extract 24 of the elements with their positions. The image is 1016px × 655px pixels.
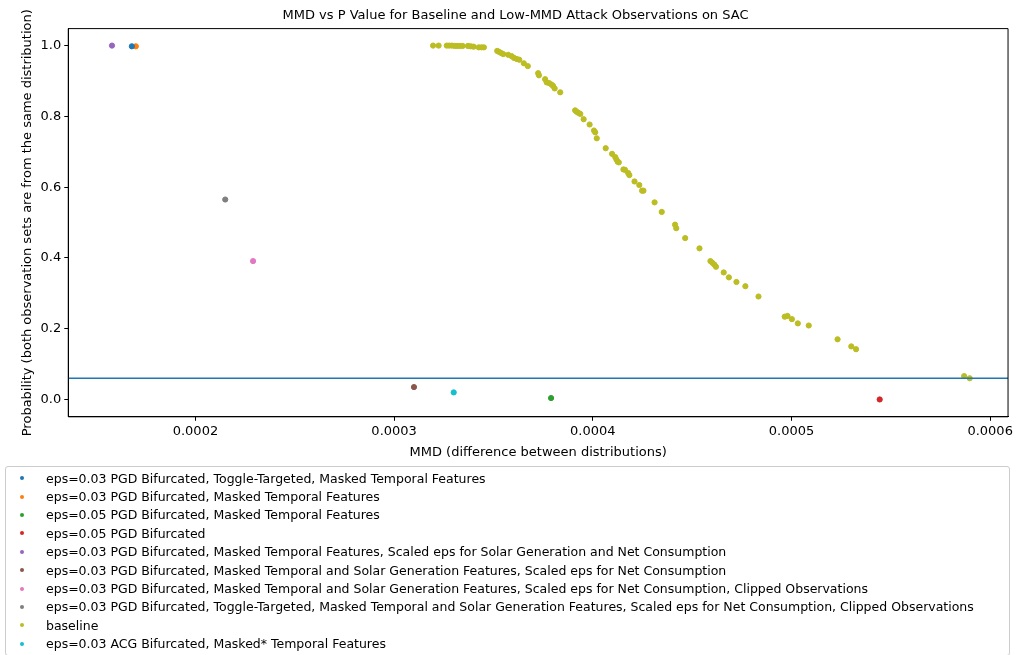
legend-label: eps=0.03 ACG Bifurcated, Masked* Temporal Features [46, 636, 386, 652]
legend-label: eps=0.03 PGD Bifurcated, Masked Temporal and Solar Generation Features, Scaled eps for Net Consumption, Clipped Observations [46, 581, 868, 597]
y-tick-label: 0.2 [40, 320, 62, 336]
legend-label: eps=0.03 PGD Bifurcated, Masked Temporal Features, Scaled eps for Solar Generation and Net Consumption [46, 544, 727, 560]
legend-label: baseline [46, 617, 99, 633]
x-tick-label: 0.0004 [570, 422, 616, 438]
x-tick-label: 0.0002 [172, 422, 219, 438]
y-tick-label: 0.4 [40, 249, 62, 265]
x-tick-label: 0.0006 [967, 422, 1013, 438]
y-tick-label: 0.8 [40, 107, 62, 123]
legend-label: eps=0.03 PGD Bifurcated, Masked Temporal Features [46, 489, 380, 505]
legend-label: eps=0.05 PGD Bifurcated, Masked Temporal Features [46, 507, 380, 523]
y-tick-label: 0.0 [40, 390, 62, 406]
legend-label: eps=0.03 PGD Bifurcated, Toggle-Targeted, Masked Temporal Features [46, 470, 486, 486]
y-tick-label: 1.0 [40, 36, 62, 52]
y-axis-title: Probability (both observation sets are from the same distribution) [19, 9, 35, 437]
x-tick-label: 0.0005 [768, 422, 815, 438]
y-tick-label: 0.6 [40, 178, 62, 194]
legend-label: eps=0.05 PGD Bifurcated [46, 525, 206, 541]
x-axis-title: MMD (difference between distributions) [409, 443, 667, 459]
x-tick-label: 0.0003 [371, 422, 417, 438]
chart-title: MMD vs P Value for Baseline and Low-MMD Attack Observations on SAC [282, 7, 749, 23]
legend-label: eps=0.03 PGD Bifurcated, Masked Temporal and Solar Generation Features, Scaled eps for Net Consumption [46, 562, 727, 578]
legend-label: eps=0.03 PGD Bifurcated, Toggle-Targeted, Masked Temporal and Solar Generation Features, Scaled eps for Net Consumption, Clipped Observations [46, 599, 974, 615]
